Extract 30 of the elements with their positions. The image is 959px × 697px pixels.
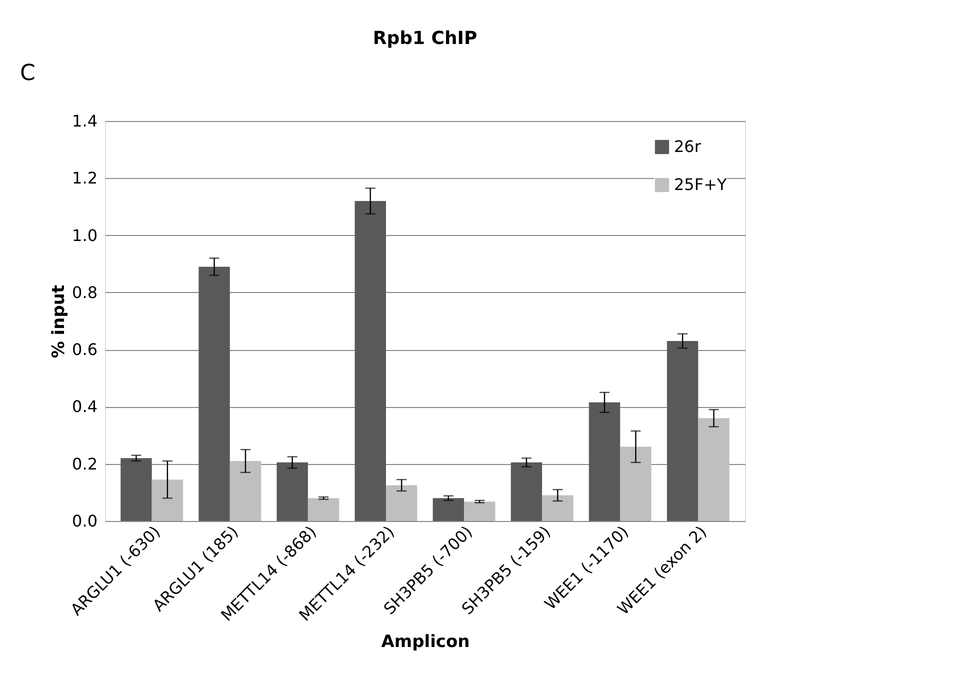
bar (464, 502, 496, 521)
y-tick-label: 0.0 (72, 512, 98, 530)
bar (666, 341, 698, 521)
bar (198, 266, 230, 521)
y-tick-label: 1.2 (72, 168, 98, 188)
bar (698, 418, 730, 521)
legend-label: 26r (674, 137, 702, 156)
bar (152, 480, 184, 521)
y-tick-label: 1.0 (72, 226, 98, 245)
bar (620, 446, 652, 521)
x-axis-title: Amplicon (381, 632, 470, 652)
bar (308, 498, 340, 521)
y-tick-label: 1.4 (72, 112, 98, 130)
chart-title: Rpb1 ChIP (372, 28, 478, 49)
bar (276, 462, 308, 521)
bar (510, 462, 542, 521)
bar (588, 402, 620, 521)
y-tick-label: 0.2 (72, 454, 98, 474)
bar (432, 498, 464, 521)
bar (230, 461, 262, 521)
bar (354, 201, 386, 521)
y-tick-label: 0.8 (72, 282, 98, 302)
bar (542, 495, 574, 521)
bar (386, 485, 418, 521)
y-tick-label: 0.6 (72, 340, 98, 360)
legend-label: 25F+Y (674, 175, 727, 194)
y-axis-title: % input (49, 284, 70, 358)
y-tick-label: 0.4 (72, 397, 98, 416)
bar (120, 458, 152, 521)
text: C (20, 61, 36, 86)
